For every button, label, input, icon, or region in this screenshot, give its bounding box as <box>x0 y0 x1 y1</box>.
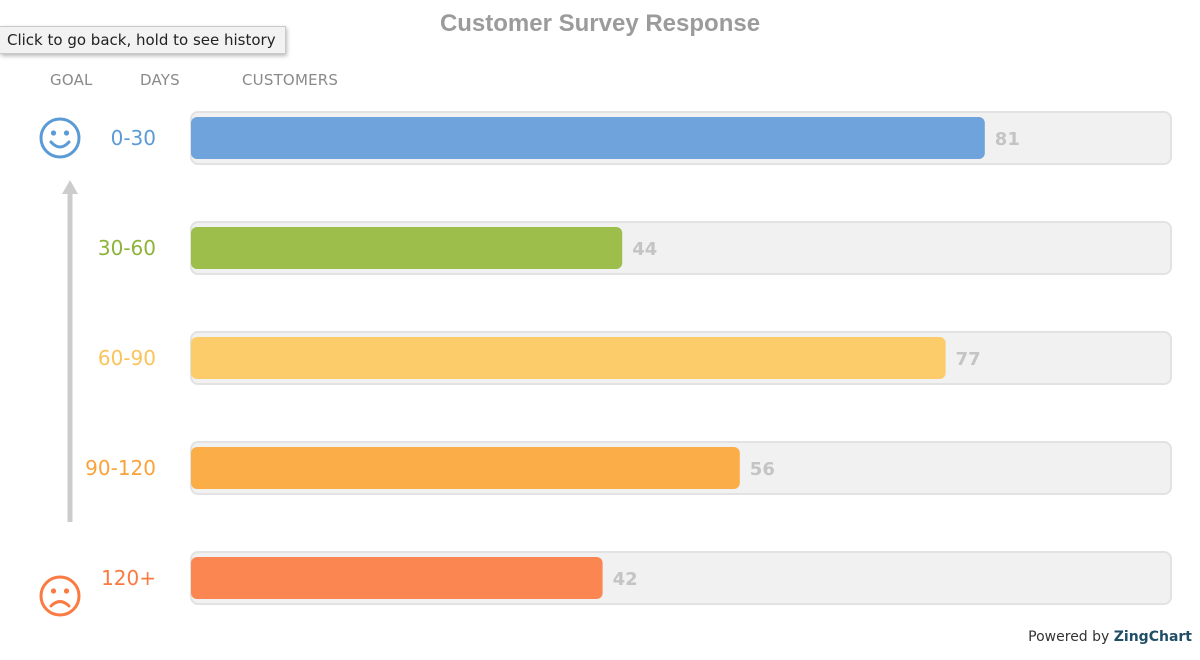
goal-column-header: GOAL <box>50 71 93 89</box>
bar-value-label: 56 <box>750 459 775 480</box>
bar-value-label: 42 <box>613 569 638 590</box>
category-label: 60-90 <box>98 346 156 370</box>
powered-by-credit[interactable]: Powered by ZingChart <box>1028 629 1192 645</box>
category-label: 0-30 <box>111 126 156 150</box>
frown-mouth <box>49 600 71 608</box>
back-history-tooltip[interactable]: Click to go back, hold to see history <box>0 26 286 54</box>
category-label: 30-60 <box>98 236 156 260</box>
frown-face-icon <box>39 575 81 617</box>
bar[interactable] <box>191 447 740 489</box>
frown-right-eye <box>63 588 70 594</box>
bar-value-label: 81 <box>995 129 1020 150</box>
category-label: 90-120 <box>85 456 156 480</box>
zingchart-brand-link[interactable]: ZingChart <box>1113 629 1192 645</box>
chart-title: Customer Survey Response <box>439 10 761 37</box>
bar[interactable] <box>191 557 603 599</box>
smiley-right-eye <box>63 130 70 136</box>
days-column-header: DAYS <box>140 71 180 89</box>
smiley-left-eye <box>50 130 57 136</box>
category-label: 120+ <box>101 566 156 590</box>
smiley-mouth <box>49 140 71 149</box>
bar[interactable] <box>191 117 985 159</box>
up-arrow-icon <box>62 180 78 194</box>
bar-value-label: 44 <box>632 239 657 260</box>
smiley-face-icon <box>39 117 81 159</box>
frown-left-eye <box>50 588 57 594</box>
bar-value-label: 77 <box>956 349 981 370</box>
bar[interactable] <box>191 227 623 269</box>
bar[interactable] <box>191 337 946 379</box>
powered-by-prefix: Powered by <box>1028 629 1114 645</box>
customers-column-header: CUSTOMERS <box>242 71 339 89</box>
